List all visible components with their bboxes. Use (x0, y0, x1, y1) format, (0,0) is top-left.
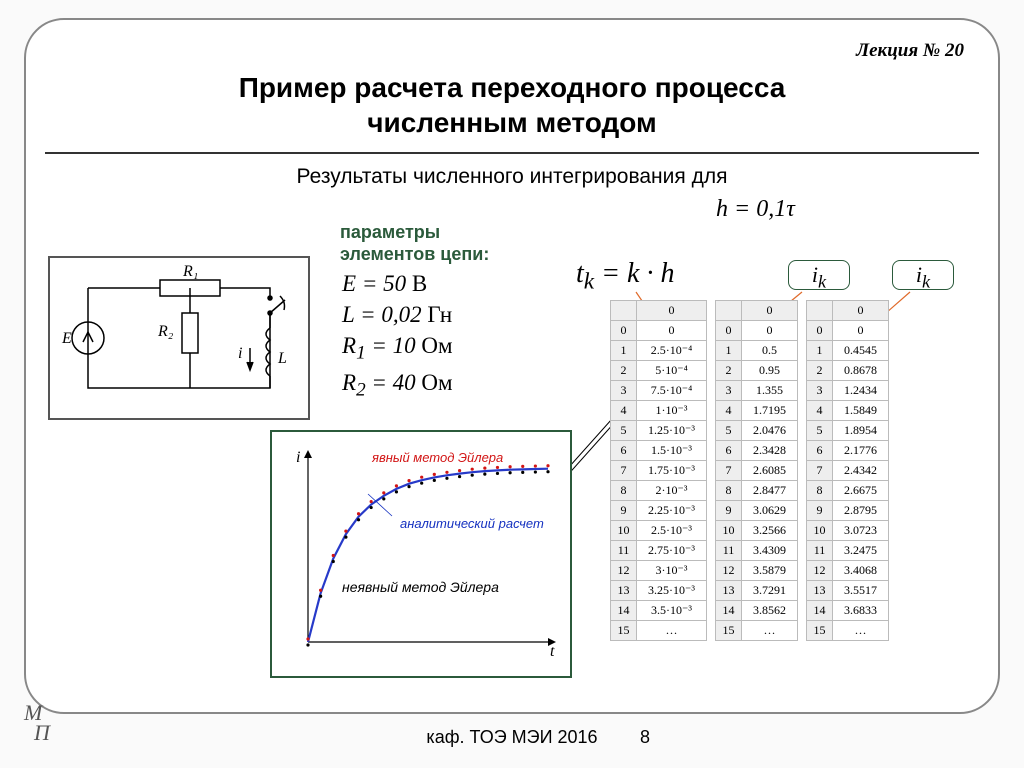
eq-r1: R1 = 10 Ом (342, 330, 453, 366)
subtitle-text: Результаты численного интегрирования для (297, 165, 728, 188)
chart-label-implicit: неявный метод Эйлера (342, 579, 499, 595)
chart-ylabel: i (296, 449, 300, 466)
circuit-r2-label: R₂ (157, 323, 174, 340)
tables: 00012.5·10⁻⁴25·10⁻⁴37.5·10⁻⁴41·10⁻³51.25… (610, 300, 889, 641)
circuit-l-label: L (277, 350, 287, 367)
chart-xlabel: t (550, 643, 555, 660)
slide: Лекция № 20 Пример расчета переходного п… (0, 0, 1024, 768)
chart-label-explicit: явный метод Эйлера (371, 450, 503, 465)
table-tk: 00012.5·10⁻⁴25·10⁻⁴37.5·10⁻⁴41·10⁻³51.25… (610, 300, 707, 641)
eq-l: L = 0,02 Гн (342, 299, 453, 330)
params-label: параметрыэлементов цепи: (340, 222, 489, 265)
eq-tk: tk = k · h (576, 258, 674, 296)
circuit-e-label: E (61, 330, 72, 347)
circuit-svg: R₁ E R₂ L i (50, 258, 308, 418)
eq-e: E = 50 В (342, 268, 453, 299)
page-title: Пример расчета переходного процесса числ… (0, 70, 1024, 140)
title-underline (45, 152, 979, 154)
title-line2: численным методом (367, 107, 656, 138)
eq-r2: R2 = 40 Ом (342, 367, 453, 403)
subtitle: Результаты численного интегрирования для (0, 165, 1024, 189)
footer-center: каф. ТОЭ МЭИ 2016 (0, 727, 1024, 748)
circuit-r1-label: R₁ (182, 263, 198, 280)
chart-label-analytic: аналитический расчет (400, 516, 544, 531)
param-equations: E = 50 В L = 0,02 Гн R1 = 10 Ом R2 = 40 … (342, 268, 453, 403)
table-ik-explicit: 00010.520.9531.35541.719552.047662.34287… (715, 300, 798, 641)
lecture-number: Лекция № 20 (856, 40, 964, 62)
ik-label-1: ik (788, 260, 850, 290)
table-ik-implicit: 00010.454520.867831.243441.584951.895462… (806, 300, 889, 641)
circuit-i-label: i (238, 345, 242, 362)
chart: i t явный метод Эйлера аналитический рас… (270, 430, 572, 678)
eq-h: h = 0,1τ (716, 196, 795, 223)
circuit-diagram: R₁ E R₂ L i (48, 256, 310, 420)
ik-label-2: ik (892, 260, 954, 290)
footer-page: 8 (640, 727, 650, 748)
chart-svg: i t явный метод Эйлера аналитический рас… (272, 432, 570, 676)
title-line1: Пример расчета переходного процесса (239, 72, 786, 103)
